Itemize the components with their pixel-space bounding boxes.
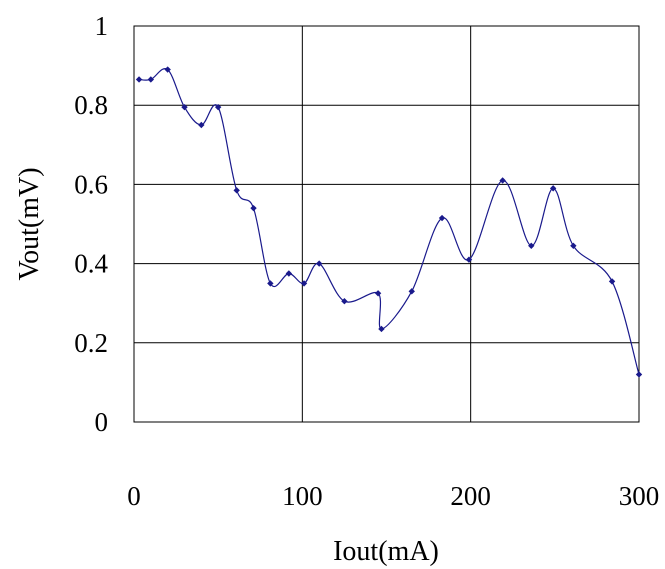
data-point — [198, 121, 205, 129]
data-point — [267, 280, 274, 287]
data-point — [438, 214, 446, 222]
data-point — [408, 288, 415, 295]
data-point — [465, 256, 473, 263]
data-point — [300, 280, 308, 287]
data-point — [570, 242, 577, 249]
data-point — [285, 270, 293, 277]
x-tick-label: 0 — [127, 481, 141, 511]
x-tick-label: 300 — [619, 481, 660, 511]
x-tick-label: 200 — [450, 481, 491, 511]
y-tick-label: 1 — [95, 11, 109, 41]
y-axis-label: Vout(mV) — [14, 167, 45, 280]
data-point — [378, 325, 385, 333]
data-point — [164, 66, 171, 73]
x-tick-label: 100 — [282, 481, 323, 511]
y-tick-labels: 0 0.2 0.4 0.6 0.8 1 — [74, 11, 108, 437]
y-tick-label: 0.2 — [74, 328, 108, 358]
data-point — [341, 298, 348, 305]
y-tick-label: 0.6 — [74, 169, 108, 199]
x-tick-labels: 0 100 200 300 — [127, 481, 659, 511]
data-point — [528, 242, 535, 249]
data-point — [214, 103, 222, 111]
data-point — [147, 76, 155, 83]
y-tick-label: 0 — [95, 407, 109, 437]
data-point — [250, 204, 257, 212]
data-point — [635, 371, 643, 378]
x-axis-label: Iout(mA) — [333, 536, 439, 567]
data-point — [181, 103, 188, 111]
data-point — [374, 290, 382, 297]
data-point — [135, 76, 143, 83]
data-point — [233, 187, 240, 194]
y-tick-label: 0.4 — [74, 249, 108, 279]
grid-lines — [133, 25, 640, 423]
series-line — [139, 67, 640, 375]
data-points — [135, 66, 643, 378]
plot-frame — [133, 25, 640, 423]
data-point — [499, 177, 506, 184]
data-point — [549, 185, 557, 192]
data-point — [315, 260, 323, 267]
data-point — [608, 278, 616, 285]
y-tick-label: 0.8 — [74, 90, 108, 120]
